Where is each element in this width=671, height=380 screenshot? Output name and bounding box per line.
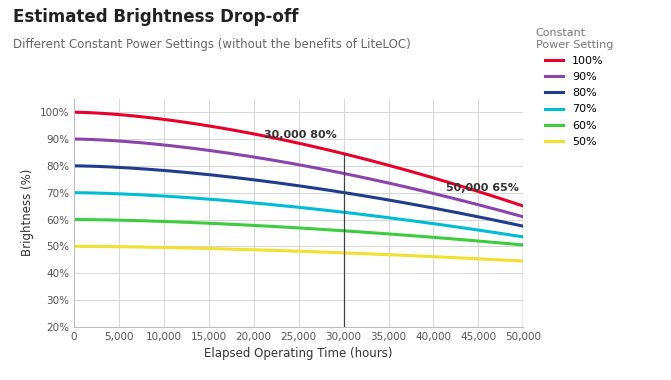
90%	[70, 137, 78, 141]
80%	[519, 224, 527, 228]
100%	[378, 162, 386, 166]
100%	[252, 132, 260, 136]
80%	[115, 165, 123, 170]
80%	[429, 206, 437, 210]
50%	[115, 244, 123, 249]
70%	[420, 220, 428, 225]
90%	[429, 191, 437, 195]
50%	[70, 244, 78, 249]
60%	[420, 234, 428, 239]
90%	[378, 179, 386, 184]
60%	[115, 218, 123, 222]
80%	[268, 180, 276, 184]
Line: 60%: 60%	[74, 220, 523, 245]
100%	[70, 110, 78, 114]
50%	[420, 254, 428, 258]
100%	[519, 204, 527, 208]
X-axis label: Elapsed Operating Time (hours): Elapsed Operating Time (hours)	[205, 347, 393, 360]
50%	[519, 259, 527, 263]
50%	[429, 254, 437, 259]
Text: 30,000 80%: 30,000 80%	[264, 130, 336, 140]
90%	[252, 155, 260, 160]
Legend: 100%, 90%, 80%, 70%, 60%, 50%: 100%, 90%, 80%, 70%, 60%, 50%	[535, 28, 613, 147]
60%	[519, 243, 527, 247]
50%	[378, 252, 386, 257]
50%	[268, 248, 276, 253]
100%	[429, 175, 437, 180]
Line: 90%: 90%	[74, 139, 523, 217]
60%	[429, 235, 437, 239]
100%	[420, 173, 428, 177]
70%	[429, 221, 437, 226]
Y-axis label: Brightness (%): Brightness (%)	[21, 169, 34, 256]
Text: Different Constant Power Settings (without the benefits of LiteLOC): Different Constant Power Settings (witho…	[13, 38, 411, 51]
90%	[268, 158, 276, 162]
Line: 70%: 70%	[74, 193, 523, 237]
80%	[378, 197, 386, 201]
90%	[420, 189, 428, 193]
Line: 50%: 50%	[74, 246, 523, 261]
70%	[519, 235, 527, 239]
60%	[252, 223, 260, 228]
60%	[268, 224, 276, 229]
70%	[70, 190, 78, 195]
50%	[252, 247, 260, 252]
Line: 100%: 100%	[74, 112, 523, 206]
70%	[115, 192, 123, 196]
70%	[268, 202, 276, 207]
90%	[519, 215, 527, 219]
60%	[70, 217, 78, 222]
Text: Estimated Brightness Drop-off: Estimated Brightness Drop-off	[13, 8, 299, 25]
80%	[420, 204, 428, 209]
80%	[70, 163, 78, 168]
Line: 80%: 80%	[74, 166, 523, 226]
100%	[115, 112, 123, 117]
70%	[252, 201, 260, 205]
100%	[268, 135, 276, 140]
80%	[252, 178, 260, 182]
70%	[378, 215, 386, 219]
60%	[378, 231, 386, 236]
Text: 50,000 65%: 50,000 65%	[446, 183, 519, 193]
90%	[115, 139, 123, 143]
